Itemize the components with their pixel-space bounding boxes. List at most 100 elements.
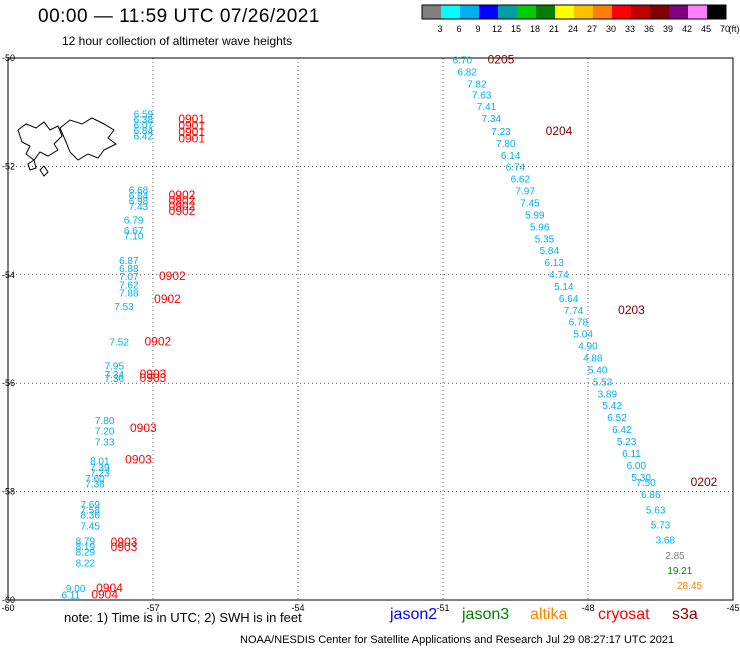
scale-unit: (ft) xyxy=(729,24,740,34)
scale-label: 3 xyxy=(437,24,442,34)
pass-time-label: 0903 xyxy=(140,367,167,381)
pass-time-label: 0902 xyxy=(169,199,196,213)
scale-label: 12 xyxy=(492,24,502,34)
wave-height-value: 7.39 xyxy=(90,463,110,474)
scale-label: 70 xyxy=(720,24,730,34)
wave-height-value: 6.98 xyxy=(129,196,149,207)
wave-height-value: 3.68 xyxy=(656,536,676,547)
scale-swatch xyxy=(612,5,631,19)
wave-height-value: 6.13 xyxy=(544,258,564,269)
wave-height-value: 3.89 xyxy=(598,389,618,400)
wave-height-value: 7.45 xyxy=(80,522,100,533)
wave-height-value: 5.96 xyxy=(530,222,550,233)
scale-swatch xyxy=(517,5,536,19)
wave-height-value: 6.67 xyxy=(124,226,144,237)
lon-label: -51 xyxy=(436,603,449,612)
lon-label: -48 xyxy=(581,603,594,612)
lat-label: -58 xyxy=(2,487,15,497)
wave-height-value: 7.62 xyxy=(119,280,139,291)
wave-height-value: 2.85 xyxy=(665,551,685,562)
wave-height-value: 7.80 xyxy=(496,139,516,150)
lon-label: -54 xyxy=(291,603,304,612)
lon-label: -45 xyxy=(726,603,739,612)
satellite-altika: altika xyxy=(530,606,568,623)
wave-height-value: 7.63 xyxy=(472,91,492,102)
scale-swatch xyxy=(479,5,498,19)
wave-height-value: 8.79 xyxy=(76,537,96,548)
scale-label: 21 xyxy=(549,24,559,34)
wave-height-value: 7.34 xyxy=(482,114,502,125)
lat-label: -50 xyxy=(2,53,15,63)
scale-swatch xyxy=(422,5,441,19)
wave-height-value: 5.23 xyxy=(617,437,637,448)
wave-height-value: 6.82 xyxy=(457,67,477,78)
pass-time-label: 0904 xyxy=(96,581,123,595)
scale-swatch xyxy=(669,5,688,19)
wave-height-value: 4.74 xyxy=(549,270,569,281)
lat-label: -54 xyxy=(2,270,15,280)
page-title: 00:00 — 11:59 UTC 07/26/2021 xyxy=(38,6,320,27)
wave-height-value: 7.41 xyxy=(477,102,497,113)
scale-label: 24 xyxy=(568,24,578,34)
wave-height-value: 7.36 xyxy=(105,374,125,385)
scale-swatch xyxy=(707,5,726,19)
scale-label: 45 xyxy=(701,24,711,34)
wave-height-value: 7.23 xyxy=(90,468,110,479)
wave-height-value: 6.84 xyxy=(134,126,154,137)
wave-height-value: 7.74 xyxy=(564,306,584,317)
wave-height-value: 6.84 xyxy=(129,191,149,202)
wave-height-value: 6.11 xyxy=(61,590,80,601)
wave-height-value: 5.30 xyxy=(631,473,651,484)
wave-height-value: 5.63 xyxy=(646,505,666,516)
scale-swatch xyxy=(460,5,479,19)
pass-time-label: 0901 xyxy=(178,112,205,126)
wave-height-value: 5.84 xyxy=(540,246,560,257)
wave-height-value: 8.22 xyxy=(76,558,96,569)
wave-height-value: 5.53 xyxy=(593,377,613,388)
wave-height-value: 4.88 xyxy=(583,354,603,365)
pass-time-label: 0902 xyxy=(144,334,171,348)
wave-height-value: 6.68 xyxy=(129,186,149,197)
lat-label: -56 xyxy=(2,378,15,388)
wave-height-value: 7.20 xyxy=(95,427,115,438)
wave-height-value: 7.53 xyxy=(114,302,134,313)
pass-time-label: 0901 xyxy=(178,119,205,133)
scale-label: 27 xyxy=(587,24,597,34)
scale-label: 6 xyxy=(456,24,461,34)
lat-label: -52 xyxy=(2,161,15,171)
wave-height-value: 7.82 xyxy=(467,79,487,90)
scale-label: 33 xyxy=(625,24,635,34)
pass-time-label: 0902 xyxy=(169,193,196,207)
scale-swatch xyxy=(441,5,460,19)
scale-swatch xyxy=(650,5,669,19)
page-subtitle: 12 hour collection of altimeter wave hei… xyxy=(62,34,293,48)
color-scale-legend: 3 6 9 12 15 18 21 24 27 30 33 36 39 42 45 70(ft) xyxy=(421,4,740,34)
pass-time-label: 0205 xyxy=(488,52,515,66)
wave-height-value: 6.87 xyxy=(119,256,139,267)
scale-swatch xyxy=(536,5,555,19)
lon-label: -60 xyxy=(1,603,14,612)
wave-height-value: 7.23 xyxy=(491,127,511,138)
wave-height-value: 7.88 xyxy=(119,288,139,299)
scale-label: 36 xyxy=(644,24,654,34)
wave-height-value: 6.74 xyxy=(506,163,526,174)
wave-height-value: 7.95 xyxy=(105,362,125,373)
wave-height-value: 6.78 xyxy=(569,318,589,329)
satellite-jason2: jason2 xyxy=(390,606,438,623)
wave-height-value: 7.34 xyxy=(105,370,125,381)
wave-height-value: 7.58 xyxy=(80,505,100,516)
wave-height-value: 8.01 xyxy=(90,457,110,468)
wave-height-value: 6.52 xyxy=(607,413,627,424)
wave-height-value: 28.45 xyxy=(677,581,702,592)
wave-height-value: 7.45 xyxy=(520,199,540,210)
lat-label: -60 xyxy=(2,595,15,605)
wave-height-value: 9.00 xyxy=(66,584,86,595)
wave-height-value: 7.07 xyxy=(119,272,139,283)
falkland-islands-outline xyxy=(17,117,117,177)
satellite-jason3: jason3 xyxy=(462,606,510,623)
pass-time-label: 0902 xyxy=(154,292,181,306)
wave-height-value: 7.97 xyxy=(515,187,535,198)
wave-height-value: 7.43 xyxy=(129,202,149,213)
wave-height-value: 6.42 xyxy=(612,425,632,436)
scale-label: 15 xyxy=(511,24,521,34)
